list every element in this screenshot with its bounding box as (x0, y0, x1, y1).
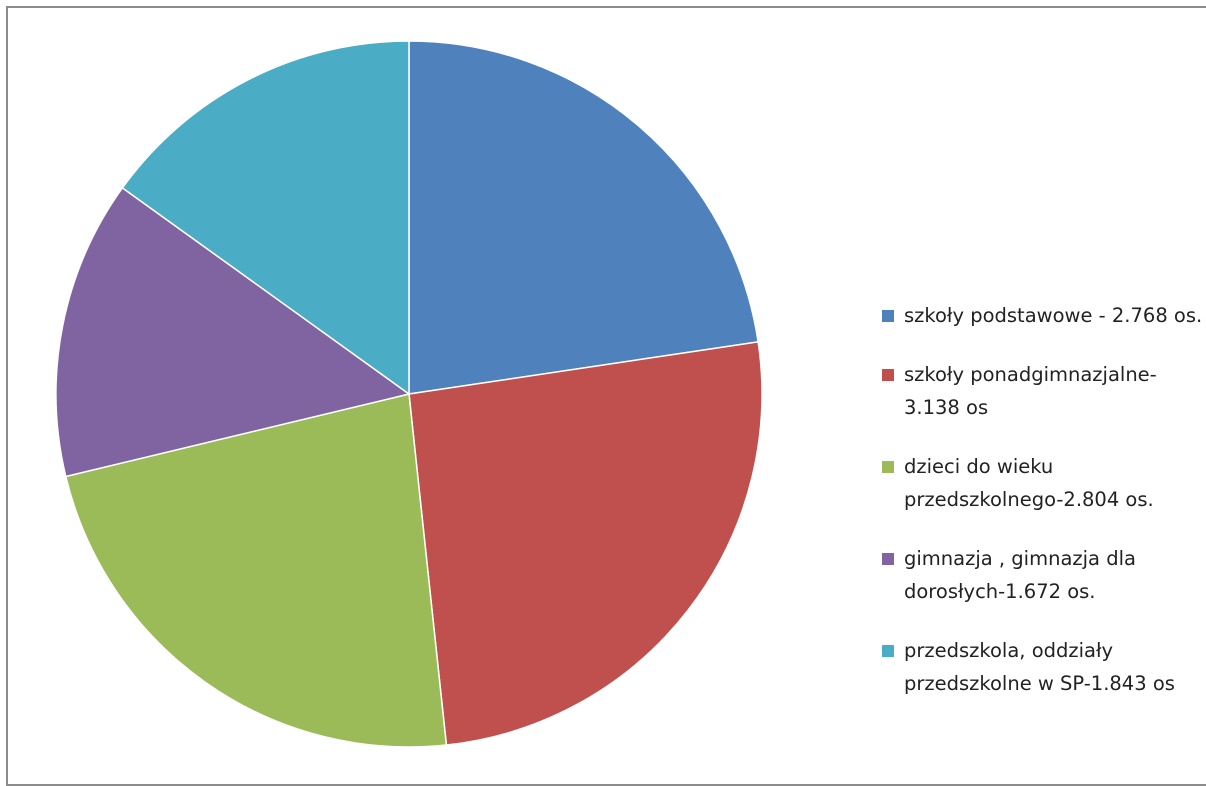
legend-item-przedszkola: przedszkola, oddziały przedszkolne w SP-… (882, 634, 1206, 700)
chart-frame: szkoły podstawowe - 2.768 os. szkoły pon… (6, 6, 1206, 786)
legend-item-dzieci-do-wieku-przedszkolnego: dzieci do wieku przedszkolnego-2.804 os. (882, 450, 1206, 516)
legend: szkoły podstawowe - 2.768 os. szkoły pon… (882, 299, 1206, 726)
legend-item-szkoly-podstawowe: szkoły podstawowe - 2.768 os. (882, 299, 1206, 332)
pie-slice-0 (409, 41, 758, 394)
legend-label: szkoły podstawowe - 2.768 os. (904, 304, 1202, 327)
legend-swatch (882, 645, 894, 657)
legend-item-gimnazja: gimnazja , gimnazja dla dorosłych-1.672 … (882, 542, 1206, 608)
legend-label: przedszkola, oddziały przedszkolne w SP-… (904, 639, 1175, 695)
legend-swatch (882, 369, 894, 381)
legend-item-szkoly-ponadgimnazjalne: szkoły ponadgimnazjalne- 3.138 os (882, 358, 1206, 424)
legend-label: dzieci do wieku przedszkolnego-2.804 os. (904, 455, 1154, 511)
legend-swatch (882, 461, 894, 473)
pie-slice-1 (409, 342, 762, 745)
legend-label: gimnazja , gimnazja dla dorosłych-1.672 … (904, 547, 1136, 603)
legend-label: szkoły ponadgimnazjalne- 3.138 os (904, 363, 1157, 419)
legend-swatch (882, 553, 894, 565)
legend-swatch (882, 310, 894, 322)
